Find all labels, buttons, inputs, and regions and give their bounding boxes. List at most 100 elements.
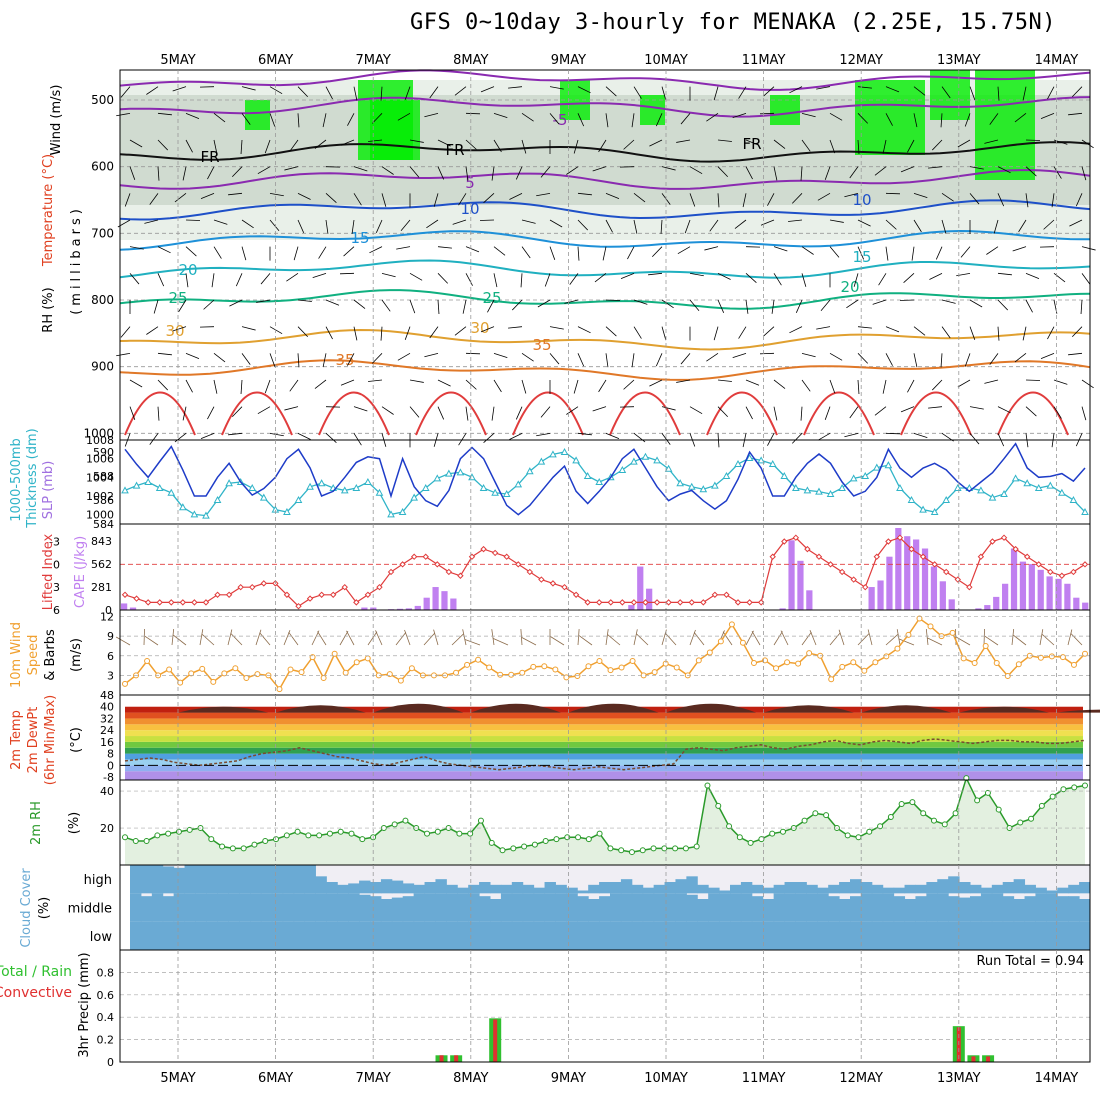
- cloud-cell: [282, 921, 295, 950]
- cloud-cell: [359, 921, 371, 950]
- upper-air-panel: 500 600 700 800 900 1000 -5 5 10 15 20 25 30 35 FR FR FR…: [83, 69, 1096, 448]
- wind-barb: [829, 112, 843, 121]
- wind-barb: [400, 219, 411, 231]
- wind-speed-point: [508, 671, 515, 678]
- wind-barb: [885, 246, 889, 261]
- cloud-cell: [631, 893, 644, 922]
- cloud-cell: [206, 921, 218, 950]
- hot-contour: [415, 391, 487, 436]
- wind-barb: [573, 139, 579, 154]
- rh-high-patch: [370, 100, 420, 160]
- wind-barb: [157, 379, 169, 391]
- cape-bar: [948, 599, 955, 610]
- cloud-cell: [555, 921, 567, 950]
- wind-barb: [801, 352, 816, 358]
- wind-barb: [829, 379, 836, 394]
- li-point: [515, 561, 522, 568]
- temp-max-hump: [763, 705, 854, 713]
- contour-label: FR: [445, 141, 464, 159]
- wind-barb: [773, 273, 782, 286]
- wind-barb: [844, 432, 859, 438]
- cloud-cell: [588, 899, 600, 922]
- wind-barb: [157, 139, 169, 151]
- thickness-point: [502, 489, 511, 497]
- rh-high-patch: [245, 100, 270, 130]
- wind-barb: [984, 635, 999, 646]
- li-point: [723, 591, 730, 598]
- rh-point: [251, 841, 258, 848]
- hot-contour: [318, 391, 390, 436]
- rh-point: [726, 823, 733, 830]
- rh-point: [941, 821, 948, 828]
- cloud-cell: [380, 921, 393, 950]
- li-point: [711, 591, 719, 598]
- wind-barb: [633, 219, 638, 234]
- top-day-label: 6MAY: [258, 53, 293, 68]
- wind-speed-point: [883, 653, 890, 660]
- hot-contour: [221, 391, 293, 436]
- slp-label-b: Thickness (dm): [25, 428, 40, 528]
- li-tick: 6: [53, 604, 60, 617]
- li-point: [769, 553, 776, 560]
- cloud-cell: [260, 865, 273, 894]
- wind-barb: [745, 166, 753, 180]
- wind-barb: [293, 246, 299, 261]
- wind-barb: [269, 192, 284, 197]
- rh-point: [208, 836, 215, 843]
- li-point: [815, 553, 823, 560]
- wind-barb: [689, 272, 704, 277]
- wind-barb: [955, 628, 957, 646]
- wind-speed-point: [475, 656, 482, 663]
- wind-speed-point: [453, 669, 460, 676]
- cloud-cell: [664, 921, 676, 950]
- wind-barb: [437, 406, 445, 420]
- wind-barb: [661, 326, 667, 341]
- wind-barb: [240, 379, 243, 394]
- wind-barb: [458, 193, 467, 206]
- precip-convective-bar: [971, 1056, 976, 1062]
- wind-barb: [129, 406, 136, 420]
- wind-label-c: & Barbs: [43, 629, 58, 681]
- wind-barb: [907, 139, 915, 153]
- wind-barb: [241, 246, 247, 261]
- cloud-cell: [871, 921, 884, 950]
- temp-max-hump: [958, 706, 1049, 713]
- wind-barb: [577, 326, 591, 334]
- rh-point: [715, 802, 722, 809]
- cape-bar: [788, 540, 795, 610]
- cloud-cell: [1057, 887, 1069, 894]
- li-point: [1023, 553, 1031, 560]
- wind-barb: [913, 326, 926, 336]
- wind-barb: [521, 379, 527, 394]
- cloud-cell: [348, 883, 360, 894]
- wind-barb: [1075, 193, 1083, 207]
- wind-barb: [655, 353, 663, 367]
- wind-speed-point: [486, 664, 493, 671]
- wind-barb: [648, 272, 663, 276]
- wind-barb: [381, 406, 394, 415]
- cloud-cell: [130, 865, 142, 894]
- cloud-cell: [599, 921, 611, 950]
- cloud-cell: [904, 884, 916, 894]
- wind-barb: [602, 246, 607, 261]
- wind-barb: [969, 433, 980, 445]
- rh-point: [596, 830, 603, 837]
- rh-point: [779, 828, 786, 835]
- cloud-cell: [457, 921, 469, 950]
- cloud-cell: [228, 865, 240, 894]
- slp-line: [124, 442, 1086, 516]
- cloud-cell: [937, 879, 949, 894]
- wind-barb: [185, 379, 193, 393]
- cloud-cell: [566, 893, 578, 922]
- cloud-cell: [1046, 890, 1058, 894]
- wind-tick: 6: [107, 650, 114, 663]
- wind-barb: [451, 633, 464, 646]
- wind-speed-point: [993, 659, 1000, 666]
- wind-barb: [738, 326, 747, 339]
- wind-barb: [824, 166, 831, 180]
- cape-bar: [1082, 602, 1089, 610]
- wind-barb: [661, 166, 676, 171]
- thickness-point: [687, 482, 696, 490]
- cloud-cell: [511, 893, 524, 922]
- temp-max-hump: [373, 703, 464, 713]
